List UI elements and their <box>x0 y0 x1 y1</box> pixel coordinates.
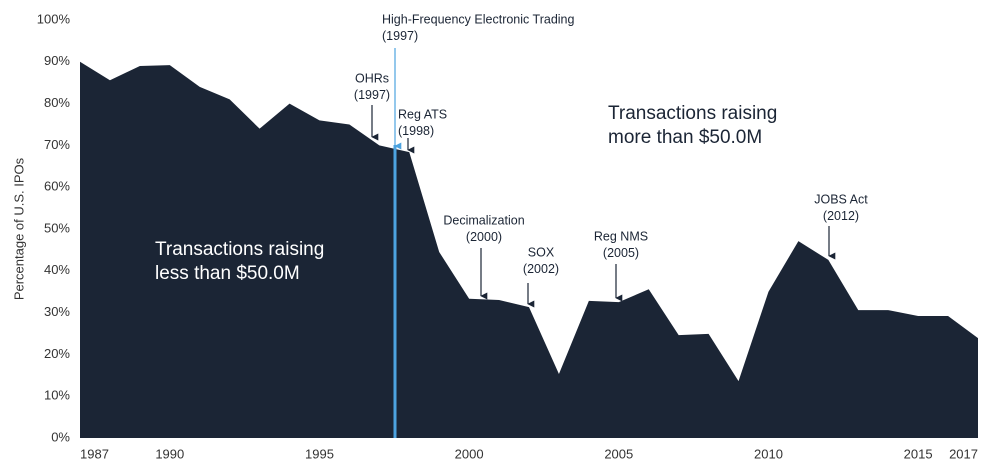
annotation: JOBS Act <box>814 192 868 206</box>
region-label: Transactions raising <box>155 239 324 260</box>
y-tick-label: 30% <box>44 304 70 319</box>
y-tick-label: 40% <box>44 262 70 277</box>
y-axis-label: Percentage of U.S. IPOs <box>11 157 26 300</box>
y-tick-label: 0% <box>51 429 70 444</box>
annotation: Reg ATS <box>398 107 447 121</box>
region-label: less than $50.0M <box>155 263 300 284</box>
y-tick-label: 20% <box>44 346 70 361</box>
y-tick-label: 100% <box>37 11 71 26</box>
annotation: (1997) <box>354 88 390 102</box>
y-tick-label: 90% <box>44 53 70 68</box>
annotation: (2005) <box>603 246 639 260</box>
annotation: (1998) <box>398 124 434 138</box>
y-tick-label: 50% <box>44 220 70 235</box>
x-tick-label: 1990 <box>155 446 184 461</box>
y-tick-label: 70% <box>44 137 70 152</box>
x-tick-label: 1987 <box>80 446 109 461</box>
annotation: (2012) <box>823 209 859 223</box>
annotation: SOX <box>528 245 555 259</box>
annotation: OHRs <box>355 71 389 85</box>
x-tick-label: 2000 <box>455 446 484 461</box>
annotation: High-Frequency Electronic Trading <box>382 12 574 26</box>
annotation: (2002) <box>523 262 559 276</box>
y-tick-label: 60% <box>44 179 70 194</box>
region-label: more than $50.0M <box>608 127 762 148</box>
y-tick-label: 10% <box>44 388 70 403</box>
x-tick-label: 2017 <box>949 446 978 461</box>
x-tick-label: 2015 <box>904 446 933 461</box>
annotation: Reg NMS <box>594 229 648 243</box>
region-label: Transactions raising <box>608 103 777 124</box>
x-tick-label: 2010 <box>754 446 783 461</box>
x-tick-label: 1995 <box>305 446 334 461</box>
area <box>80 61 978 439</box>
annotation: (2000) <box>466 230 502 244</box>
y-tick-label: 80% <box>44 95 70 110</box>
x-tick-label: 2005 <box>604 446 633 461</box>
annotation: (1997) <box>382 29 418 43</box>
annotation: Decimalization <box>443 213 524 227</box>
